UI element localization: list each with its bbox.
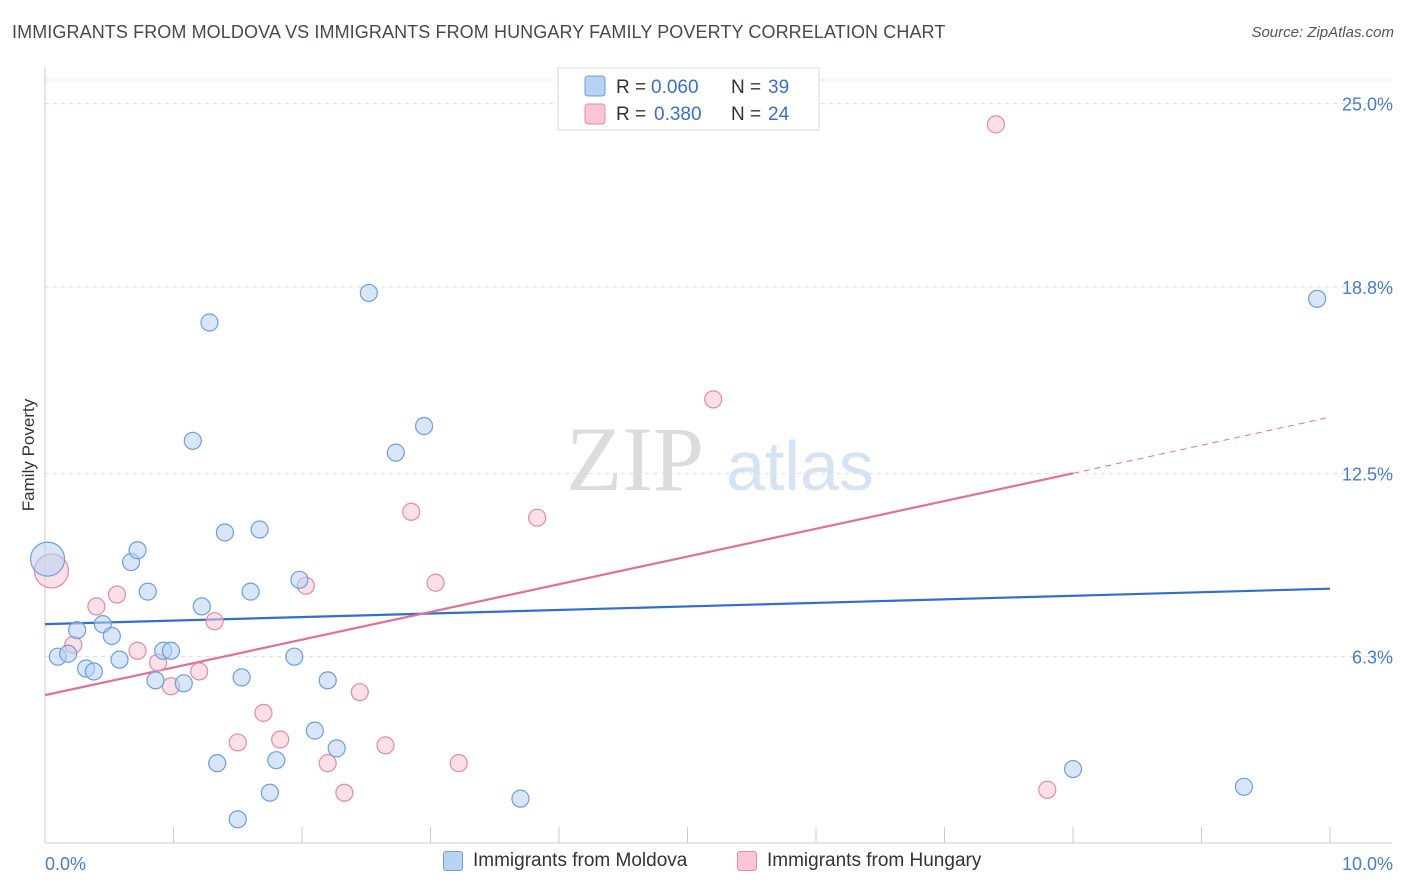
watermark-zip: ZIP bbox=[566, 408, 704, 510]
legend-item-moldova: Immigrants from Moldova bbox=[443, 850, 687, 872]
hungary-point-7 bbox=[190, 662, 209, 681]
y-tick-label-0: 6.3% bbox=[1352, 648, 1393, 668]
hungary-point-10 bbox=[254, 703, 273, 722]
moldova-point-26 bbox=[267, 751, 286, 770]
legend-r-value-hungary: 0.380 bbox=[654, 104, 702, 125]
y-tick-label-2: 18.8% bbox=[1342, 278, 1393, 298]
moldova-point-27 bbox=[285, 647, 304, 666]
moldova-point-25 bbox=[260, 783, 279, 802]
x-tick-label-min: 0.0% bbox=[45, 854, 86, 874]
hungary-point-17 bbox=[402, 502, 421, 521]
legend-swatch-hungary-bottom bbox=[737, 851, 757, 871]
moldova-point-31 bbox=[327, 739, 346, 758]
moldova-point-20 bbox=[215, 523, 234, 542]
hungary-point-3 bbox=[107, 585, 127, 604]
hungary-point-8 bbox=[205, 612, 224, 631]
hungary-point-19 bbox=[449, 754, 468, 773]
moldova-point-30 bbox=[318, 671, 337, 690]
moldova-point-15 bbox=[174, 674, 193, 693]
hungary-point-18 bbox=[426, 573, 445, 592]
watermark-atlas: atlas bbox=[726, 427, 874, 505]
moldova-point-16 bbox=[183, 431, 202, 450]
grid-lines bbox=[45, 79, 1392, 658]
moldova-point-8 bbox=[110, 650, 129, 669]
hungary-point-22 bbox=[986, 115, 1006, 134]
moldova-point-37 bbox=[1234, 777, 1254, 796]
moldova-points bbox=[29, 283, 1327, 829]
hungary-point-14 bbox=[335, 783, 354, 802]
moldova-point-14 bbox=[161, 641, 181, 660]
moldova-point-10 bbox=[128, 541, 147, 560]
x-tick-label-max: 10.0% bbox=[1342, 854, 1393, 874]
hungary-point-21 bbox=[704, 390, 723, 409]
moldova-point-38 bbox=[1308, 289, 1327, 308]
source-label: Source: ZipAtlas.com bbox=[1251, 24, 1394, 41]
legend-n-label-moldova: N = bbox=[731, 77, 761, 98]
y-axis-tick-labels: 6.3% 12.5% 18.8% 25.0% bbox=[1342, 95, 1393, 668]
legend-n-value-hungary: 24 bbox=[768, 104, 790, 125]
legend-r-label-hungary: R = bbox=[616, 104, 646, 125]
moldova-point-0 bbox=[29, 541, 66, 577]
legend-n-value-moldova: 39 bbox=[768, 77, 789, 98]
hungary-point-4 bbox=[128, 641, 147, 660]
trend-lines bbox=[44, 416, 1331, 697]
bottom-legend: Immigrants from Moldova Immigrants from … bbox=[0, 850, 1406, 880]
y-axis-label: Family Poverty bbox=[19, 398, 38, 511]
trendline-hungary-extension bbox=[1072, 416, 1331, 474]
moldova-point-22 bbox=[232, 668, 251, 687]
legend-r-label-moldova: R = bbox=[616, 77, 646, 98]
moldova-point-3 bbox=[68, 620, 87, 640]
legend-item-hungary: Immigrants from Hungary bbox=[737, 850, 981, 872]
x-axis-ticks bbox=[173, 827, 1331, 843]
moldova-point-7 bbox=[102, 626, 121, 646]
moldova-point-28 bbox=[290, 570, 309, 589]
hungary-point-2 bbox=[87, 597, 106, 616]
watermark: ZIP atlas bbox=[566, 408, 874, 510]
legend-label-moldova: Immigrants from Moldova bbox=[473, 850, 688, 871]
legend-n-label-hungary: N = bbox=[731, 104, 761, 125]
y-tick-label-3: 25.0% bbox=[1342, 95, 1393, 115]
hungary-point-9 bbox=[228, 733, 247, 752]
moldova-point-5 bbox=[84, 662, 103, 681]
stats-legend: R = 0.060 N = 39 R = 0.380 N = 24 bbox=[557, 67, 820, 131]
legend-swatch-hungary bbox=[584, 103, 606, 125]
moldova-point-21 bbox=[228, 810, 247, 829]
moldova-point-17 bbox=[192, 597, 211, 616]
hungary-points bbox=[33, 115, 1057, 802]
legend-r-value-moldova: 0.060 bbox=[651, 77, 699, 98]
moldova-point-12 bbox=[146, 671, 165, 690]
moldova-point-34 bbox=[414, 416, 434, 436]
moldova-point-24 bbox=[250, 520, 269, 539]
moldova-point-36 bbox=[1063, 759, 1083, 779]
moldova-point-18 bbox=[200, 313, 219, 332]
hungary-point-20 bbox=[528, 508, 547, 527]
moldova-point-11 bbox=[138, 582, 157, 601]
y-tick-label-1: 12.5% bbox=[1342, 464, 1393, 484]
hungary-point-16 bbox=[376, 736, 395, 755]
chart-title: IMMIGRANTS FROM MOLDOVA VS IMMIGRANTS FR… bbox=[12, 22, 946, 42]
moldova-point-23 bbox=[241, 582, 260, 601]
moldova-point-2 bbox=[59, 644, 78, 663]
hungary-point-23 bbox=[1038, 780, 1057, 799]
moldova-point-33 bbox=[386, 443, 405, 462]
moldova-point-19 bbox=[208, 754, 227, 773]
trendline-moldova bbox=[44, 587, 1331, 626]
moldova-point-29 bbox=[305, 721, 324, 740]
legend-swatch-moldova-bottom bbox=[443, 851, 463, 871]
moldova-point-32 bbox=[359, 283, 378, 303]
legend-label-hungary: Immigrants from Hungary bbox=[767, 850, 982, 871]
legend-swatch-moldova bbox=[584, 75, 606, 97]
hungary-point-15 bbox=[350, 683, 369, 702]
hungary-point-13 bbox=[318, 754, 337, 773]
moldova-point-35 bbox=[511, 789, 530, 808]
hungary-point-11 bbox=[271, 730, 290, 749]
trendline-hungary bbox=[44, 472, 1074, 697]
